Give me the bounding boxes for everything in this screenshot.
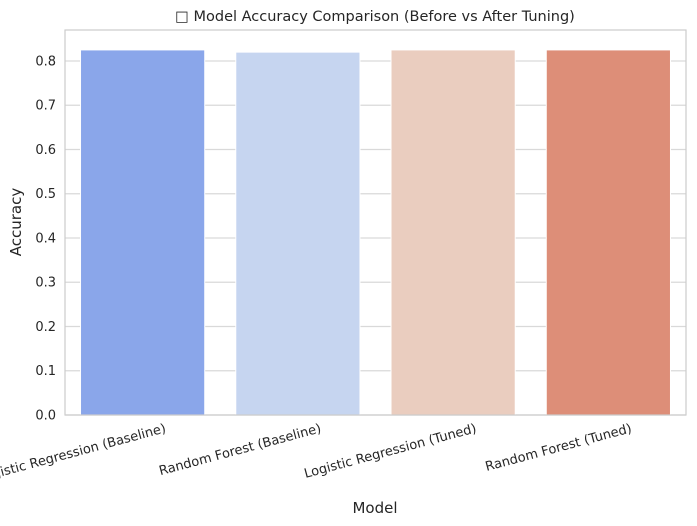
x-tick-label: Random Forest (Baseline) xyxy=(157,421,322,479)
y-tick-label: 0.4 xyxy=(35,231,56,246)
bar xyxy=(545,49,671,416)
x-tick-label: Random Forest (Tuned) xyxy=(484,421,634,475)
x-tick-label: Logistic Regression (Tuned) xyxy=(303,421,479,481)
bar xyxy=(390,49,516,416)
chart-title: □ Model Accuracy Comparison (Before vs A… xyxy=(175,9,575,25)
y-axis-label: Accuracy xyxy=(7,188,25,257)
y-tick-label: 0.3 xyxy=(35,276,56,291)
y-tick-label: 0.7 xyxy=(35,99,56,114)
y-tick-label: 0.1 xyxy=(35,364,56,379)
y-tick-label: 0.6 xyxy=(35,143,56,158)
y-tick-label: 0.0 xyxy=(35,409,56,424)
x-axis-label: Model xyxy=(352,499,397,517)
y-tick-label: 0.2 xyxy=(35,320,56,335)
bar xyxy=(235,51,361,416)
plot-frame xyxy=(64,29,687,416)
y-tick-label: 0.8 xyxy=(35,54,56,69)
x-tick-label: Logistic Regression (Baseline) xyxy=(0,421,168,486)
y-tick-label: 0.5 xyxy=(35,187,56,202)
bar xyxy=(80,49,206,416)
